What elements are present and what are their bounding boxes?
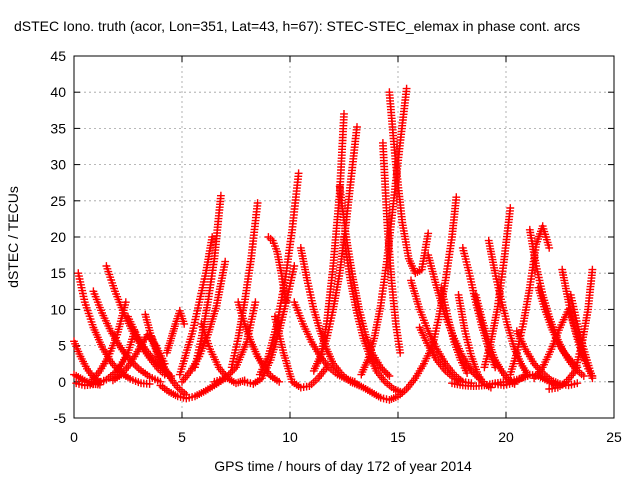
arc-series	[454, 291, 495, 392]
x-tick-label: 20	[498, 429, 514, 445]
x-tick-label: 15	[390, 429, 406, 445]
data-point-markers	[357, 84, 411, 379]
data-point-markers	[566, 291, 597, 383]
y-tick-label: 40	[50, 84, 66, 100]
x-tick-label: 10	[282, 429, 298, 445]
arc-series	[357, 84, 411, 379]
arc-series	[534, 283, 582, 372]
arc-series	[271, 312, 331, 392]
data-point-markers	[87, 298, 130, 386]
arc-series	[480, 204, 515, 372]
data-point-markers	[350, 341, 437, 404]
y-axis-label: dSTEC / TECUs	[5, 186, 21, 288]
y-tick-label: 5	[58, 338, 66, 354]
y-tick-label: 10	[50, 301, 66, 317]
arc-series	[87, 298, 130, 386]
data-point-markers	[147, 333, 191, 399]
data-point-markers	[156, 374, 230, 403]
arc-series	[316, 110, 348, 364]
data-point-markers	[480, 204, 515, 372]
arc-series	[175, 233, 217, 379]
data-marks	[70, 84, 597, 404]
y-tick-label: 30	[50, 157, 66, 173]
arc-series	[147, 333, 191, 399]
data-point-markers	[264, 233, 290, 307]
data-point-markers	[534, 283, 582, 372]
arc-series	[350, 341, 437, 404]
y-tick-label: 0	[58, 374, 66, 390]
arc-series	[264, 233, 290, 307]
y-tick-label: 25	[50, 193, 66, 209]
arc-series	[437, 283, 471, 377]
data-point-markers	[316, 110, 348, 364]
arc-series	[156, 374, 230, 403]
y-tick-label: 35	[50, 120, 66, 136]
data-point-markers	[379, 139, 405, 357]
arc-series	[163, 306, 189, 357]
arc-series	[566, 291, 597, 383]
y-tick-label: 20	[50, 229, 66, 245]
data-point-markers	[163, 306, 189, 357]
y-tick-label: 45	[50, 48, 66, 64]
arc-series	[178, 257, 230, 386]
data-point-markers	[437, 283, 471, 377]
data-point-markers	[271, 312, 331, 392]
y-tick-label: -5	[54, 410, 67, 426]
x-tick-label: 5	[178, 429, 186, 445]
arc-series	[379, 139, 405, 357]
x-axis-label: GPS time / hours of day 172 of year 2014	[214, 458, 472, 474]
data-point-markers	[178, 257, 230, 386]
y-tick-label: 15	[50, 265, 66, 281]
chart-title: dSTEC Iono. truth (acor, Lon=351, Lat=43…	[14, 18, 580, 34]
data-point-markers	[175, 233, 217, 379]
data-point-markers	[454, 291, 495, 392]
x-tick-label: 0	[70, 429, 78, 445]
x-tick-label: 25	[606, 429, 622, 445]
